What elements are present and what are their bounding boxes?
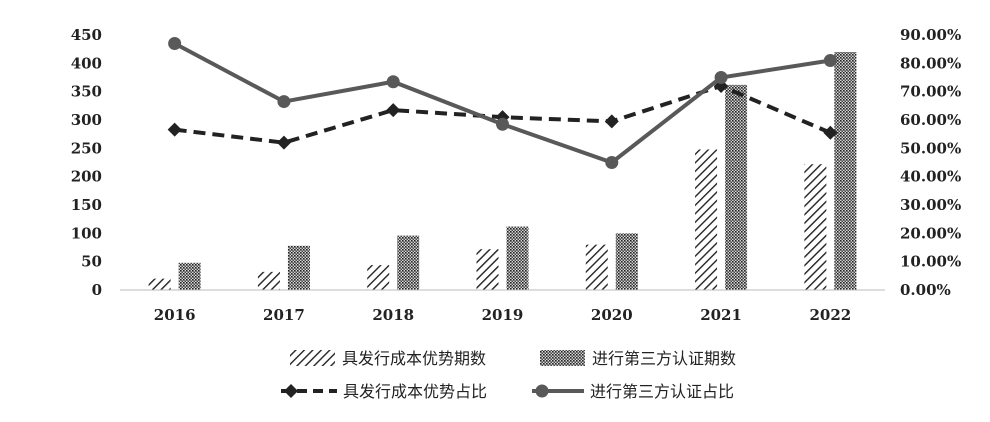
bar-cost-advantage-2020 [585, 244, 608, 290]
legend-marker [284, 384, 298, 398]
marker-cost-advantage-ratio-2017 [276, 135, 291, 150]
y-left-tick-label: 250 [71, 139, 102, 157]
y-right-tick-label: 10.00% [900, 253, 961, 271]
bar-cost-advantage-2017 [257, 271, 280, 290]
x-tick-label: 2022 [809, 306, 851, 324]
legend-item-4: 进行第三方认证占比 [532, 382, 734, 401]
bar-third-party-2019 [506, 226, 529, 290]
marker-third-party-ratio-2019 [496, 117, 509, 131]
bar-third-party-2018 [397, 235, 420, 290]
bar-cost-advantage-2018 [367, 265, 390, 290]
bar-third-party-2021 [725, 84, 748, 290]
y-right-tick-label: 80.00% [900, 54, 961, 72]
y-left-tick-label: 300 [71, 111, 102, 129]
legend-label: 进行第三方认证占比 [590, 382, 734, 401]
legend-item-1: 具发行成本优势期数 [290, 349, 486, 368]
legend-item-2: 进行第三方认证期数 [540, 349, 736, 368]
y-right-tick-label: 30.00% [900, 196, 961, 214]
bar-cost-advantage-2016 [148, 278, 171, 290]
legend-item-3: 具发行成本优势占比 [281, 382, 487, 401]
bar-cost-advantage-2022 [804, 164, 827, 290]
marker-cost-advantage-ratio-2022 [823, 125, 838, 140]
marker-third-party-ratio-2022 [823, 54, 837, 67]
y-left-tick-label: 100 [71, 224, 102, 242]
marker-third-party-ratio-2020 [605, 156, 619, 169]
y-right-tick-label: 20.00% [900, 224, 961, 242]
x-tick-label: 2018 [372, 306, 414, 324]
legend-marker [535, 384, 549, 398]
y-left-tick-label: 0 [92, 281, 102, 299]
bar-third-party-2020 [615, 233, 638, 290]
x-tick-label: 2021 [700, 306, 742, 324]
y-left-tick-label: 200 [71, 168, 102, 186]
legend-swatch [540, 350, 585, 366]
bar-third-party-2022 [834, 52, 857, 290]
marker-third-party-ratio-2016 [168, 37, 182, 50]
marker-third-party-ratio-2018 [386, 75, 400, 89]
x-tick-label: 2016 [154, 306, 196, 324]
legend-label: 具发行成本优势期数 [342, 349, 486, 368]
y-right-tick-label: 70.00% [900, 83, 961, 101]
y-left-tick-label: 350 [71, 83, 102, 101]
y-left-tick-label: 450 [71, 26, 102, 44]
marker-third-party-ratio-2021 [714, 71, 728, 84]
x-tick-label: 2017 [263, 306, 305, 324]
marker-cost-advantage-ratio-2018 [386, 103, 401, 118]
marker-third-party-ratio-2017 [277, 95, 291, 109]
y-right-tick-label: 50.00% [900, 139, 961, 157]
y-right-tick-label: 90.00% [900, 26, 961, 44]
y-left-tick-label: 400 [71, 54, 102, 72]
legend-label: 进行第三方认证期数 [592, 349, 736, 368]
legend-label: 具发行成本优势占比 [343, 382, 487, 401]
x-tick-label: 2020 [591, 306, 633, 324]
bar-third-party-2016 [178, 262, 201, 290]
bar-cost-advantage-2021 [695, 149, 718, 290]
y-left-tick-label: 50 [81, 253, 102, 271]
marker-cost-advantage-ratio-2020 [604, 114, 619, 129]
y-left-tick-label: 150 [71, 196, 102, 214]
marker-cost-advantage-ratio-2016 [167, 122, 182, 137]
legend-swatch [290, 350, 335, 366]
bar-third-party-2017 [287, 245, 310, 290]
bar-cost-advantage-2019 [476, 249, 499, 290]
y-right-tick-label: 0.00% [900, 281, 951, 299]
y-right-tick-label: 40.00% [900, 168, 961, 186]
y-right-tick-label: 60.00% [900, 111, 961, 129]
x-tick-label: 2019 [482, 306, 524, 324]
